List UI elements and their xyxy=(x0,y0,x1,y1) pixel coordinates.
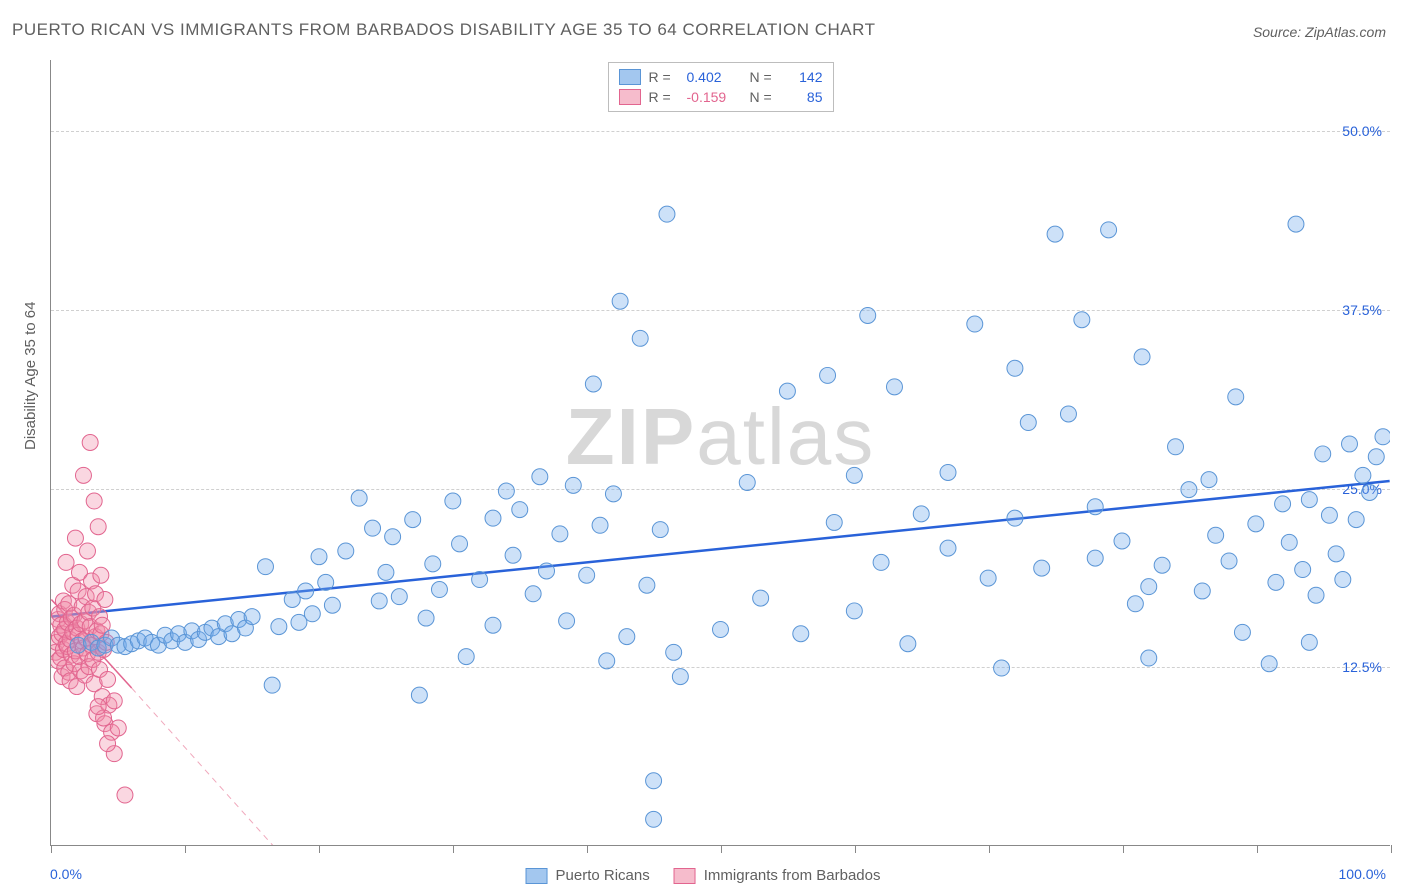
legend-item-1: Puerto Ricans xyxy=(526,867,650,884)
x-tick xyxy=(1391,845,1392,853)
x-tick xyxy=(453,845,454,853)
x-tick xyxy=(1257,845,1258,853)
legend-item-2: Immigrants from Barbados xyxy=(674,867,881,884)
r-label: R = xyxy=(649,89,679,105)
legend-label-2: Immigrants from Barbados xyxy=(704,867,881,884)
x-axis-max-label: 100.0% xyxy=(1339,866,1386,882)
n-label: N = xyxy=(750,89,780,105)
scatter-plot-svg xyxy=(51,60,1390,845)
legend-swatch-blue xyxy=(526,868,548,884)
y-axis-title: Disability Age 35 to 64 xyxy=(22,302,39,450)
r-value-1: 0.402 xyxy=(687,69,742,85)
x-tick xyxy=(185,845,186,853)
n-value-2: 85 xyxy=(788,89,823,105)
x-tick xyxy=(1123,845,1124,853)
n-label: N = xyxy=(750,69,780,85)
chart-container: PUERTO RICAN VS IMMIGRANTS FROM BARBADOS… xyxy=(0,0,1406,892)
source-attribution: Source: ZipAtlas.com xyxy=(1253,24,1386,40)
legend-row-series-1: R = 0.402 N = 142 xyxy=(619,67,823,87)
legend-row-series-2: R = -0.159 N = 85 xyxy=(619,87,823,107)
x-tick xyxy=(319,845,320,853)
plot-area: ZIPatlas R = 0.402 N = 142 R = -0.159 N … xyxy=(50,60,1390,846)
x-tick xyxy=(855,845,856,853)
x-tick xyxy=(989,845,990,853)
x-tick xyxy=(721,845,722,853)
series-legend: Puerto Ricans Immigrants from Barbados xyxy=(526,867,881,884)
legend-swatch-pink xyxy=(619,89,641,105)
x-axis-min-label: 0.0% xyxy=(50,866,82,882)
legend-swatch-blue xyxy=(619,69,641,85)
legend-swatch-pink xyxy=(674,868,696,884)
chart-title: PUERTO RICAN VS IMMIGRANTS FROM BARBADOS… xyxy=(12,20,875,40)
n-value-1: 142 xyxy=(788,69,823,85)
x-tick xyxy=(51,845,52,853)
x-tick xyxy=(587,845,588,853)
r-label: R = xyxy=(649,69,679,85)
correlation-legend: R = 0.402 N = 142 R = -0.159 N = 85 xyxy=(608,62,834,112)
r-value-2: -0.159 xyxy=(687,89,742,105)
legend-label-1: Puerto Ricans xyxy=(556,867,650,884)
